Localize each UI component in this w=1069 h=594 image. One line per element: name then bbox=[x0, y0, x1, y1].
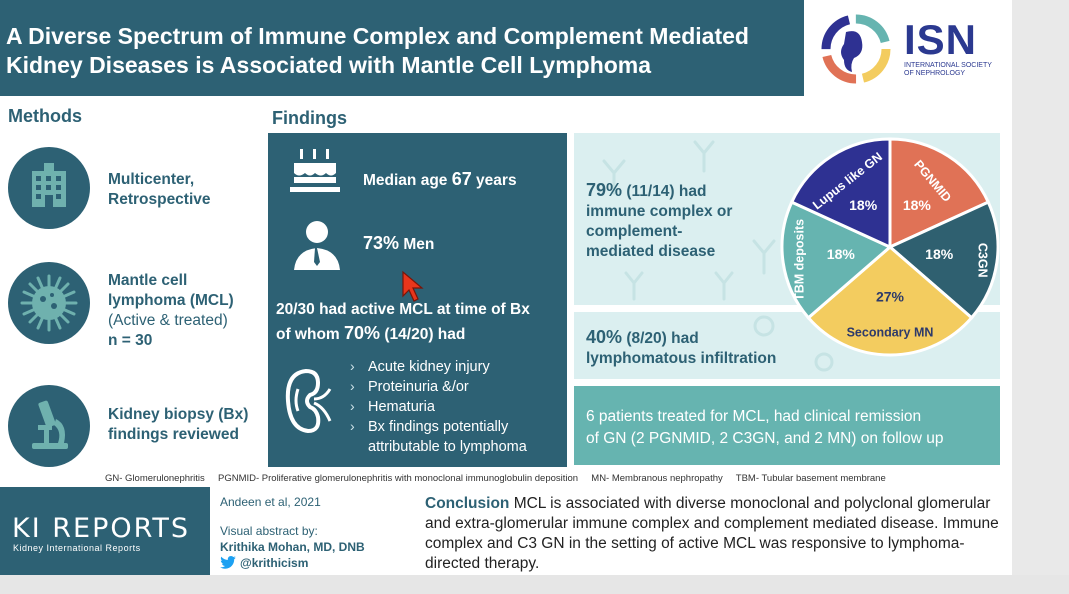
median-age-label: Median age bbox=[363, 172, 452, 189]
twitter-icon bbox=[220, 556, 236, 569]
immune-line-1: 79% (11/14) had bbox=[586, 180, 732, 202]
treatment-line-2: of GN (2 PGNMID, 2 C3GN, and 2 MN) on fo… bbox=[586, 430, 944, 447]
method-mcl: Mantle cell lymphoma (MCL) (Active & tre… bbox=[108, 271, 234, 351]
ki-reports-title: KI REPORTS bbox=[12, 513, 191, 544]
ki-reports-logo: KI REPORTS Kidney International Reports bbox=[0, 487, 210, 575]
whom-line: of whom 70% (14/20) had bbox=[276, 323, 465, 344]
whom-suffix: (14/20) had bbox=[380, 326, 466, 343]
immune-pct: 79% bbox=[586, 180, 623, 200]
ki-reports-subtitle: Kidney International Reports bbox=[13, 543, 141, 553]
abbreviations-footnote: GN- Glomerulonephritis PGNMID- Prolifera… bbox=[105, 473, 886, 484]
bullet-item: Hematuria bbox=[346, 396, 527, 417]
bullet-item: Proteinuria &/or bbox=[346, 376, 527, 397]
pie-slice-c3gn bbox=[887, 200, 1000, 320]
isn-sub-line-1: INTERNATIONAL SOCIETY bbox=[904, 62, 992, 69]
findings-panel: Median age 67 years 73% Men 20/30 had ac… bbox=[268, 133, 567, 467]
title-line-2: Kidney Diseases is Associated with Mantl… bbox=[6, 52, 652, 78]
pie-value-label: 18% bbox=[925, 246, 954, 262]
treatment-line-1: 6 patients treated for MCL, had clinical… bbox=[586, 408, 922, 425]
infiltration-text: 40% (8/20) had lymphomatous infiltration bbox=[586, 327, 776, 369]
isn-sub-line-2: OF NEPHROLOGY bbox=[904, 70, 966, 77]
birthday-cake-icon bbox=[290, 149, 340, 192]
median-age-value: 67 bbox=[451, 169, 472, 189]
pie-slice-pgnmid bbox=[888, 137, 991, 250]
isn-logo-text: ISN bbox=[904, 16, 978, 63]
visual-abstract-credit: Visual abstract by: bbox=[220, 524, 318, 538]
method-mcl-line-3: (Active & treated) bbox=[108, 312, 228, 329]
method-biopsy-line-1: Kidney biopsy (Bx) bbox=[108, 406, 249, 423]
conclusion-label: Conclusion bbox=[425, 495, 510, 512]
man-icon bbox=[294, 221, 340, 270]
antibody-pattern-icon bbox=[602, 140, 776, 301]
immune-complex-text: 79% (11/14) had immune complex or comple… bbox=[586, 180, 732, 262]
method-biopsy: Kidney biopsy (Bx) findings reviewed bbox=[108, 405, 248, 445]
active-mcl-line: 20/30 had active MCL at time of Bx bbox=[276, 301, 530, 318]
infiltration-line-2: lymphomatous infiltration bbox=[586, 350, 777, 367]
bullet-item: Bx findings potentially bbox=[346, 416, 527, 437]
author-name: Krithika Mohan, MD, DNB bbox=[220, 540, 365, 554]
pie-category-label: Secondary MN bbox=[847, 326, 934, 340]
median-age: Median age 67 years bbox=[363, 169, 517, 190]
method-mcl-line-4: n = 30 bbox=[108, 332, 153, 349]
method-biopsy-line-2: findings reviewed bbox=[108, 426, 239, 443]
twitter-handle[interactable]: @krithicism bbox=[240, 556, 309, 570]
kidney-icon bbox=[285, 368, 332, 434]
method-multicenter-line-2: Retrospective bbox=[108, 191, 211, 208]
treatment-panel: 6 patients treated for MCL, had clinical… bbox=[574, 386, 1000, 465]
men-percentage: 73% Men bbox=[363, 233, 434, 254]
microscope-icon bbox=[8, 385, 90, 467]
title-line-1: A Diverse Spectrum of Immune Complex and… bbox=[6, 23, 749, 49]
whom-prefix: of whom bbox=[276, 326, 345, 343]
citation: Andeen et al, 2021 bbox=[220, 495, 321, 509]
bullet-item: Acute kidney injury bbox=[346, 356, 527, 377]
whom-value: 70% bbox=[344, 323, 381, 343]
pie-slice-tbm-deposits bbox=[780, 200, 893, 320]
pie-value-label: 18% bbox=[827, 246, 856, 262]
conclusion-text: MCL is associated with diverse monoclona… bbox=[425, 495, 999, 572]
visual-abstract: A Diverse Spectrum of Immune Complex and… bbox=[0, 0, 1012, 575]
median-age-unit: years bbox=[471, 172, 517, 189]
method-multicenter-line-1: Multicenter, bbox=[108, 171, 195, 188]
bottom-gutter bbox=[0, 575, 1069, 594]
pie-value-label: 18% bbox=[849, 197, 878, 213]
pie-category-label: C3GN bbox=[976, 243, 990, 278]
immune-line-2: immune complex or bbox=[586, 203, 733, 220]
immune-line-3: complement- bbox=[586, 223, 683, 240]
methods-title: Methods bbox=[8, 106, 82, 126]
isn-logo: ISN INTERNATIONAL SOCIETY OF NEPHROLOGY bbox=[804, 0, 1012, 96]
page-title: A Diverse Spectrum of Immune Complex and… bbox=[6, 22, 806, 80]
immune-line-1-rest: (11/14) had bbox=[622, 183, 707, 200]
isn-emblem-icon bbox=[821, 14, 891, 84]
conclusion: Conclusion MCL is associated with divers… bbox=[425, 494, 1010, 574]
pie-value-label: 27% bbox=[876, 289, 905, 305]
infiltration-line-1-rest: (8/20) had bbox=[622, 330, 699, 347]
mouse-cursor-icon bbox=[402, 270, 424, 302]
treatment-text: 6 patients treated for MCL, had clinical… bbox=[586, 406, 943, 450]
men-value: 73% bbox=[363, 233, 400, 253]
right-gutter bbox=[1012, 0, 1069, 594]
pie-slice-secondary-mn bbox=[806, 245, 974, 357]
pie-category-label: TBM deposits bbox=[793, 219, 807, 301]
immune-line-4: mediated disease bbox=[586, 243, 716, 260]
isn-logo-subtitle: INTERNATIONAL SOCIETY OF NEPHROLOGY bbox=[904, 62, 1004, 78]
bullet-item: attributable to lymphoma bbox=[368, 439, 527, 455]
lymphoma-cell-icon bbox=[8, 262, 90, 344]
hospital-icon bbox=[8, 147, 90, 229]
method-multicenter: Multicenter, Retrospective bbox=[108, 170, 211, 210]
header-banner: A Diverse Spectrum of Immune Complex and… bbox=[0, 0, 1012, 96]
findings-bullet-list: Acute kidney injury Proteinuria &/or Hem… bbox=[346, 356, 527, 457]
men-label: Men bbox=[399, 236, 435, 253]
method-mcl-line-1: Mantle cell bbox=[108, 272, 188, 289]
method-mcl-line-2: lymphoma (MCL) bbox=[108, 292, 234, 309]
infiltration-pct: 40% bbox=[586, 327, 623, 347]
pie-slice-lupus-like-gn bbox=[789, 137, 892, 250]
pie-value-label: 18% bbox=[903, 197, 932, 213]
findings-title: Findings bbox=[272, 108, 347, 128]
infiltration-line-1: 40% (8/20) had bbox=[586, 327, 776, 349]
